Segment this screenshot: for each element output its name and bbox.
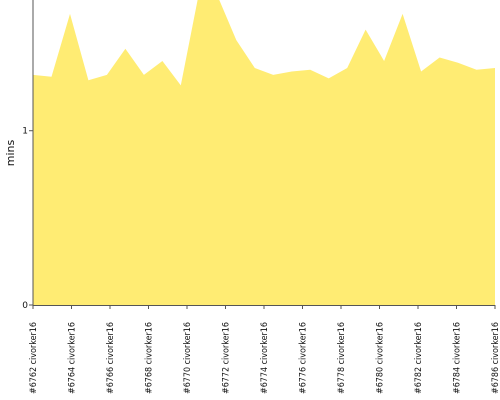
x-tick-labels: #6762 civorker16 #6764 civorker16 #6766 ci…: [29, 305, 500, 394]
x-tick-label: #6768 civorker16: [145, 322, 155, 394]
x-tick-label: #6784 civorker16: [453, 322, 463, 394]
x-tick-label: #6778 civorker16: [337, 322, 347, 394]
x-tick-label: #6786 civorker16: [491, 322, 500, 394]
x-tick-label: #6782 civorker16: [414, 322, 424, 394]
x-tick-label: #6764 civorker16: [68, 322, 78, 394]
y-axis-title: mins: [4, 139, 17, 166]
y-tick-labels: 01: [22, 127, 33, 311]
x-tick-label: #6774 civorker16: [260, 322, 270, 394]
x-tick-label: #6776 civorker16: [299, 322, 309, 394]
series-area: [33, 0, 495, 305]
x-tick-label: #6770 civorker16: [183, 322, 193, 394]
y-tick-label: 1: [22, 127, 28, 137]
x-tick-label: #6766 civorker16: [106, 322, 116, 394]
x-tick-label: #6780 civorker16: [376, 322, 386, 394]
y-tick-label: 0: [22, 301, 28, 311]
x-tick-label: #6772 civorker16: [222, 322, 232, 394]
x-tick-label: #6762 civorker16: [29, 322, 39, 394]
